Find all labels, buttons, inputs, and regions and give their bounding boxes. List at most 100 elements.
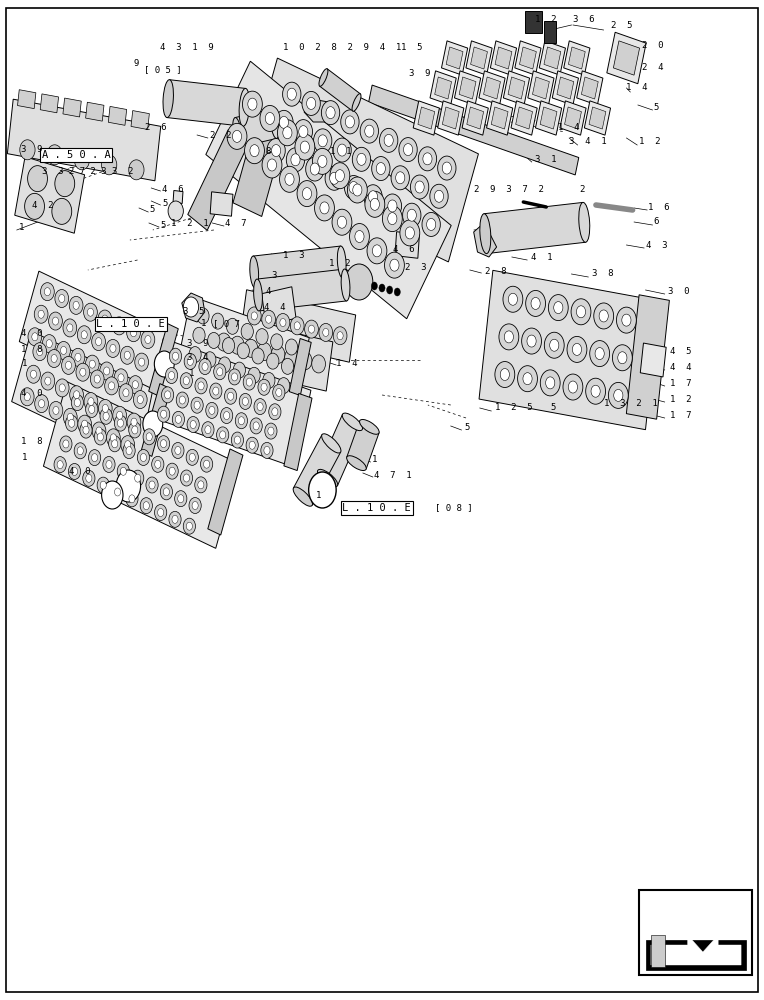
Text: 4  5: 4 5	[670, 348, 691, 357]
Circle shape	[258, 379, 270, 395]
Circle shape	[267, 353, 279, 369]
Text: 3  4  1: 3 4 1	[569, 137, 607, 146]
Polygon shape	[253, 246, 343, 288]
Circle shape	[80, 422, 92, 438]
Circle shape	[33, 343, 47, 361]
Ellipse shape	[254, 279, 262, 311]
Text: 6: 6	[653, 218, 659, 227]
Circle shape	[169, 372, 175, 380]
Circle shape	[87, 308, 93, 316]
Circle shape	[221, 408, 233, 424]
Circle shape	[164, 391, 170, 399]
Circle shape	[298, 352, 312, 370]
Circle shape	[254, 399, 266, 415]
Polygon shape	[108, 106, 127, 125]
Circle shape	[113, 406, 127, 424]
Circle shape	[265, 423, 277, 439]
Circle shape	[175, 446, 181, 454]
Circle shape	[231, 373, 238, 381]
Circle shape	[204, 352, 216, 368]
Circle shape	[134, 391, 147, 409]
Circle shape	[235, 413, 248, 429]
Text: 4  0: 4 0	[21, 388, 43, 397]
Circle shape	[430, 184, 448, 208]
Circle shape	[403, 203, 421, 227]
Circle shape	[108, 382, 115, 390]
Text: 4  6: 4 6	[162, 184, 183, 194]
Polygon shape	[484, 77, 500, 99]
Text: 4  3: 4 3	[646, 240, 667, 249]
Polygon shape	[552, 71, 578, 105]
Circle shape	[55, 379, 69, 397]
Circle shape	[243, 374, 255, 390]
Text: 4  0: 4 0	[21, 328, 43, 338]
Circle shape	[410, 175, 429, 199]
Circle shape	[426, 218, 435, 230]
Circle shape	[608, 382, 628, 408]
Circle shape	[291, 154, 300, 166]
Circle shape	[131, 418, 137, 426]
Circle shape	[37, 348, 43, 356]
Text: [ 0 5 ]: [ 0 5 ]	[144, 66, 181, 75]
Polygon shape	[487, 101, 513, 135]
Circle shape	[57, 341, 70, 359]
Circle shape	[44, 288, 50, 296]
Polygon shape	[63, 98, 81, 117]
Circle shape	[572, 343, 581, 355]
Text: 4  3  1  9: 4 3 1 9	[160, 43, 214, 52]
Circle shape	[239, 393, 251, 409]
Circle shape	[387, 286, 393, 294]
Circle shape	[73, 301, 79, 309]
Circle shape	[371, 282, 377, 290]
Polygon shape	[262, 287, 296, 325]
Text: 1  2: 1 2	[535, 15, 556, 24]
Polygon shape	[413, 101, 439, 135]
Text: 1  3  2  1: 1 3 2 1	[604, 398, 657, 408]
Circle shape	[283, 82, 301, 106]
Circle shape	[104, 367, 110, 375]
Circle shape	[267, 159, 277, 171]
Circle shape	[256, 329, 268, 345]
Circle shape	[146, 477, 158, 493]
Circle shape	[112, 484, 124, 500]
Circle shape	[396, 172, 405, 184]
Text: 5: 5	[162, 198, 167, 208]
Ellipse shape	[250, 256, 258, 288]
Circle shape	[567, 336, 587, 362]
Circle shape	[189, 453, 196, 461]
Circle shape	[217, 333, 231, 351]
Circle shape	[349, 182, 358, 194]
Text: 1: 1	[21, 360, 27, 368]
Polygon shape	[44, 382, 239, 548]
Circle shape	[281, 358, 293, 374]
Circle shape	[264, 446, 270, 454]
Circle shape	[67, 413, 73, 421]
Circle shape	[383, 206, 403, 232]
Circle shape	[138, 396, 144, 404]
Circle shape	[276, 388, 282, 396]
Polygon shape	[467, 107, 484, 129]
Polygon shape	[284, 393, 312, 471]
Circle shape	[333, 138, 351, 162]
Circle shape	[114, 369, 128, 387]
Circle shape	[312, 148, 332, 174]
Circle shape	[372, 245, 381, 257]
Circle shape	[123, 389, 129, 397]
Ellipse shape	[480, 214, 490, 254]
Circle shape	[197, 308, 209, 324]
Circle shape	[96, 427, 102, 435]
Circle shape	[31, 370, 37, 378]
Circle shape	[117, 411, 123, 419]
Polygon shape	[319, 69, 361, 111]
Polygon shape	[577, 71, 603, 105]
Circle shape	[169, 467, 175, 475]
Ellipse shape	[293, 487, 312, 506]
Circle shape	[186, 522, 193, 530]
Text: 3  8: 3 8	[592, 269, 613, 278]
Text: 2  0: 2 0	[642, 40, 663, 49]
Circle shape	[128, 422, 141, 438]
Polygon shape	[167, 80, 245, 126]
Circle shape	[110, 434, 116, 442]
Polygon shape	[347, 421, 379, 469]
Polygon shape	[565, 107, 581, 129]
